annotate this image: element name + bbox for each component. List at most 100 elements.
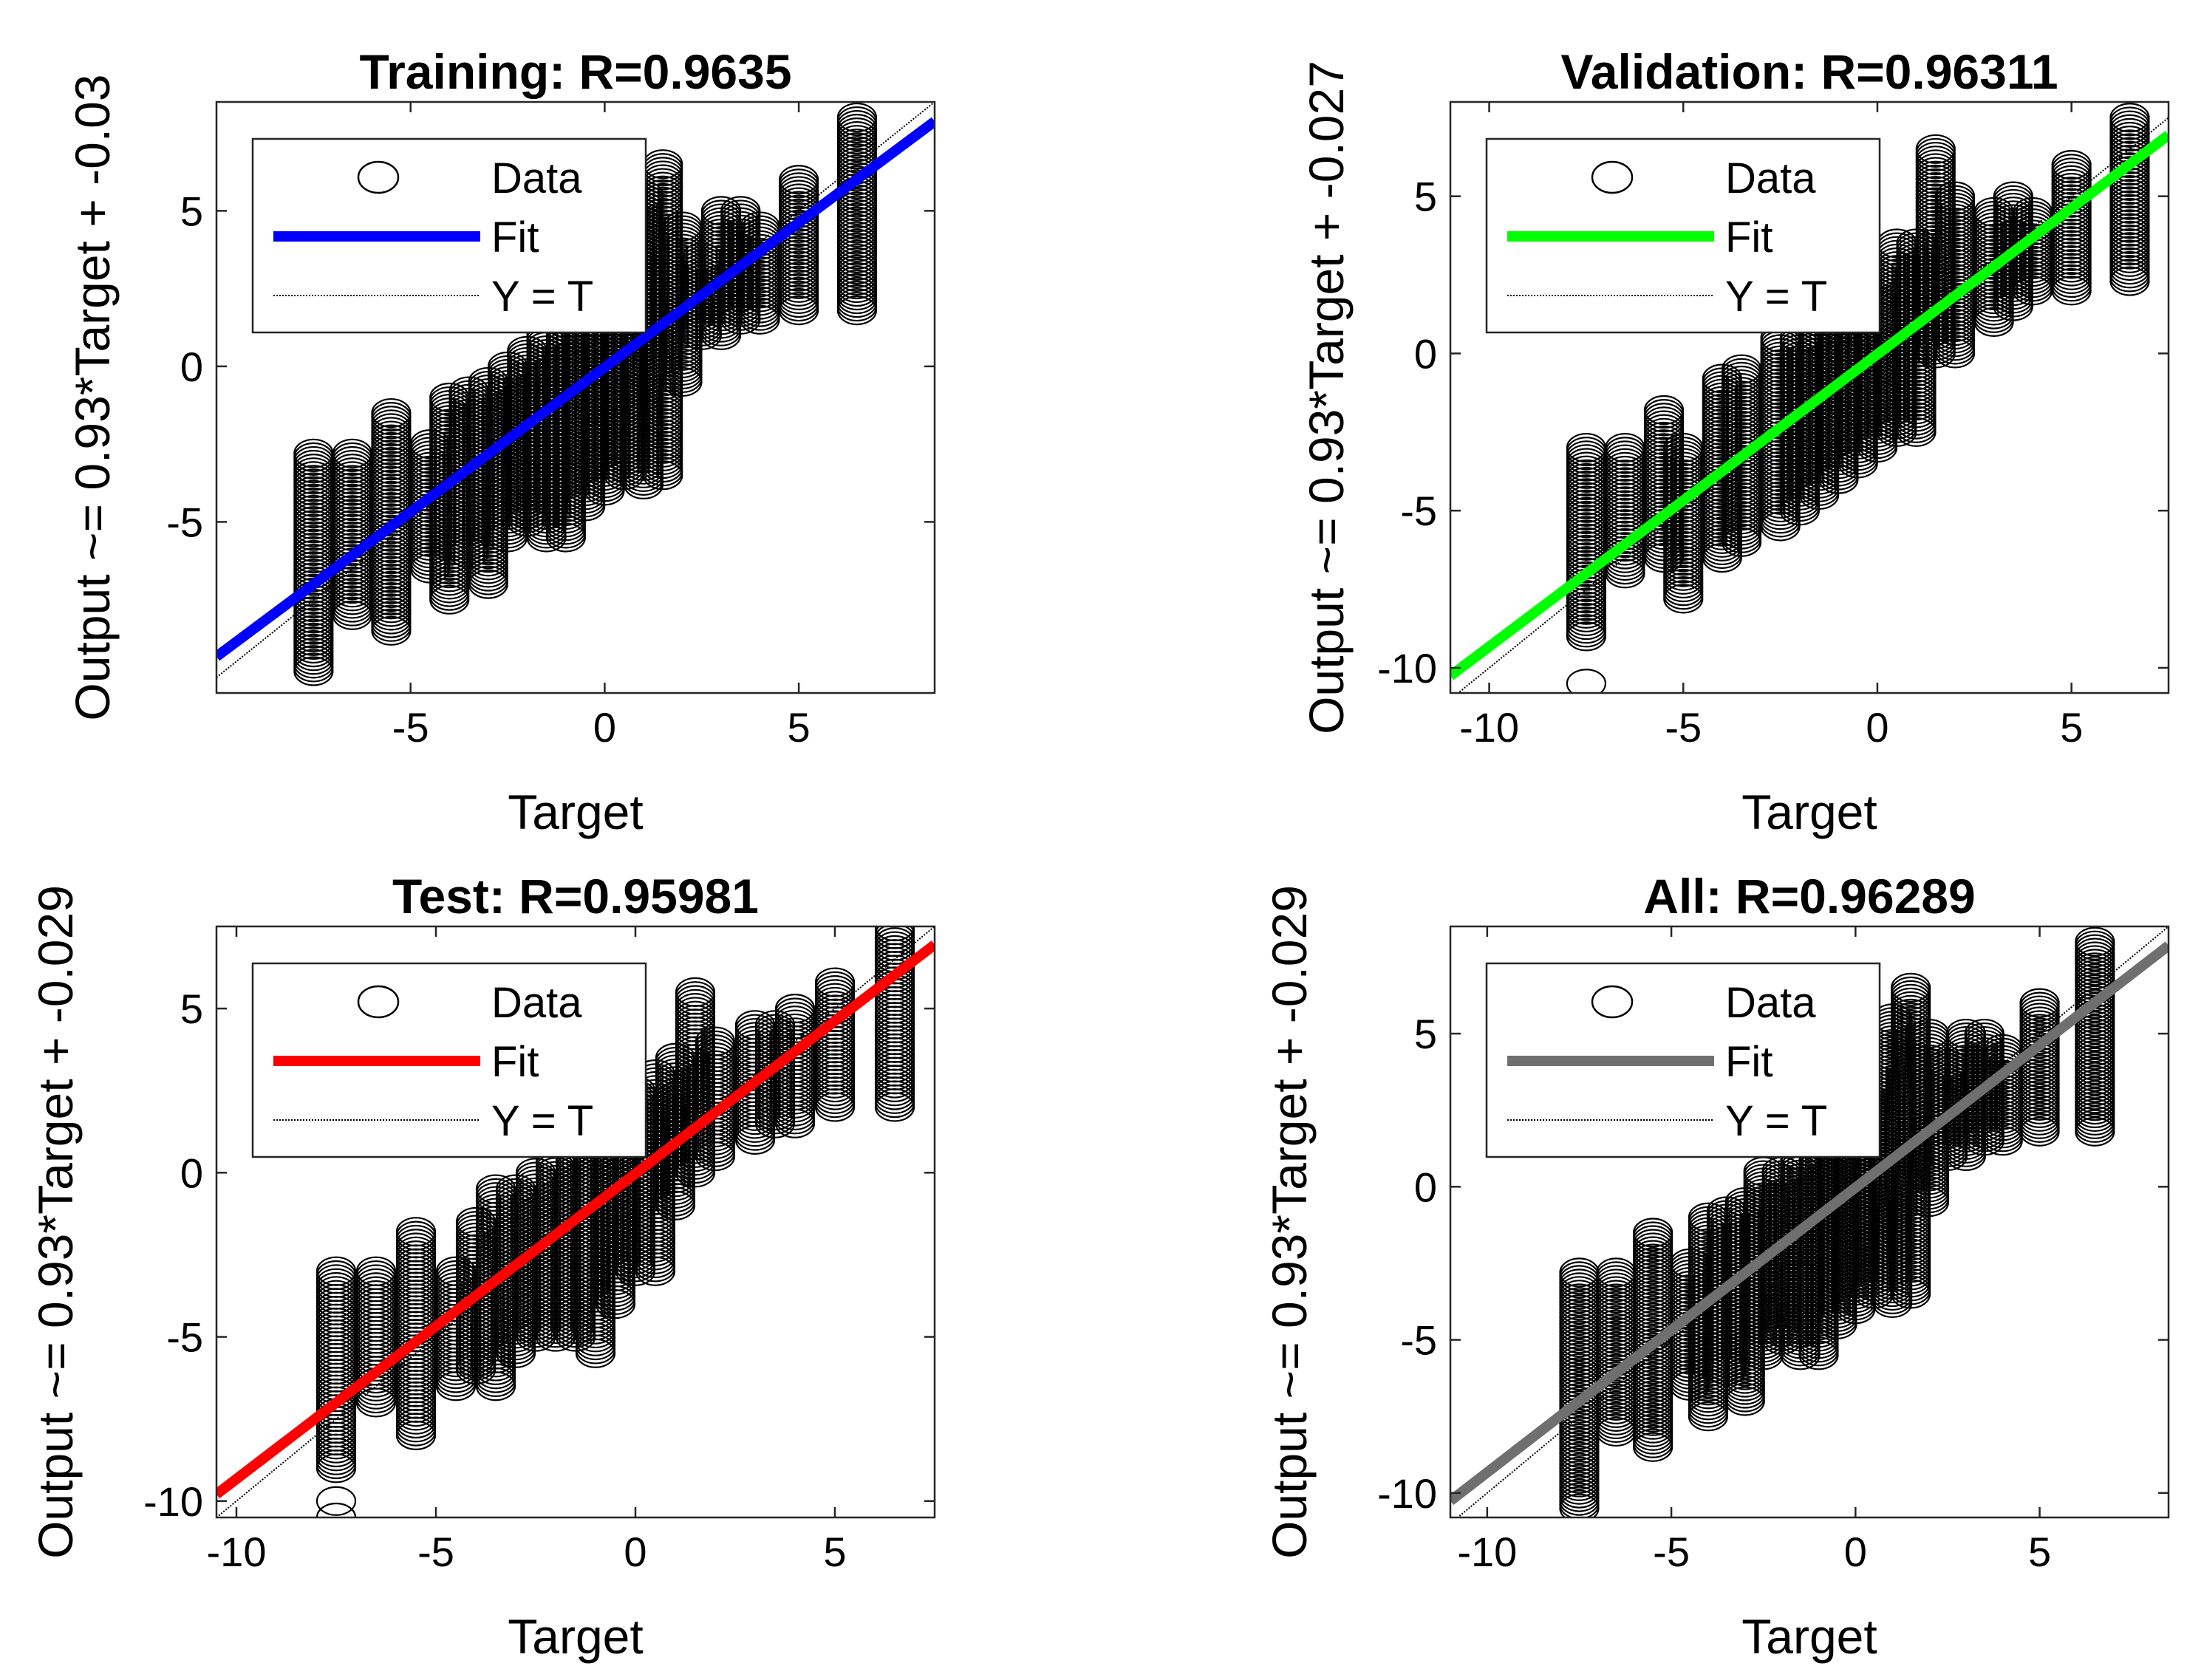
legend: Data Fit Y = T: [251, 962, 647, 1158]
y-axis-label: Output ~= 0.93*Target + -0.029: [28, 885, 83, 1559]
y-tick-label: -5: [1400, 1317, 1437, 1364]
data-point: [734, 1010, 776, 1040]
fit-line: [1450, 131, 2169, 680]
legend-data-marker: [1591, 985, 1634, 1019]
data-point: [1890, 972, 1931, 1003]
data-point: [1633, 1218, 1674, 1248]
data-point: [675, 977, 716, 1007]
data-point: [1908, 1018, 1950, 1049]
legend-entry: Fit: [1725, 1038, 1773, 1086]
data-point: [2051, 150, 2092, 180]
panel-title: Training: R=0.9635: [359, 44, 791, 99]
y-tick-label: -5: [1400, 488, 1437, 534]
data-column: [779, 165, 819, 326]
plot-marks: [216, 102, 935, 686]
y-tick-label: -10: [1377, 1470, 1437, 1517]
legend-entry: Y = T: [491, 273, 593, 321]
data-point: [2075, 926, 2115, 957]
legend: Data Fit Y = T: [1485, 137, 1881, 334]
data-point: [1934, 181, 1976, 211]
y-tick-label: 0: [180, 1150, 203, 1196]
data-column: [355, 1256, 397, 1418]
x-tick-label: 5: [2028, 1529, 2051, 1575]
data-column: [2051, 150, 2092, 306]
data-point: [371, 397, 412, 428]
y-tick-label: 5: [1414, 1011, 1437, 1057]
y-tick-label: 5: [180, 188, 203, 234]
y-axis-label: Output ~= 0.93*Target + -0.029: [1262, 885, 1317, 1559]
panel-title: Test: R=0.95981: [392, 869, 759, 923]
axis-ticks: -10 -5 0 5 -10 -5 0 5: [1377, 102, 2169, 751]
data-point: [814, 967, 856, 997]
legend-entry: Fit: [491, 1038, 539, 1086]
x-tick-label: 0: [624, 1529, 646, 1575]
all-regression-panel: -10 -5 0 5 -10 -5 0 5 All: R=0.96289 Target Out…: [1262, 869, 2170, 1664]
x-tick-label: 5: [788, 704, 811, 751]
plot-marks: [216, 926, 935, 1517]
data-point: [355, 1256, 397, 1286]
x-axis-label: Target: [1741, 1609, 1877, 1664]
legend-entry: Fit: [491, 214, 539, 262]
panel-title: All: R=0.96289: [1643, 869, 1975, 923]
data-point: [1566, 669, 1606, 693]
legend: Data Fit Y = T: [1485, 962, 1881, 1158]
x-tick-label: -5: [417, 1529, 454, 1575]
x-tick-label: 0: [1866, 704, 1889, 751]
y-tick-label: 0: [1414, 1164, 1437, 1210]
legend-entry: Data: [1725, 979, 1816, 1027]
legend-entry: Y = T: [1725, 273, 1827, 321]
plot-marks: [1450, 926, 2169, 1517]
y-tick-label: -5: [166, 1314, 203, 1361]
x-tick-label: 5: [823, 1529, 846, 1575]
legend-data-marker: [357, 985, 400, 1019]
fit-line: [216, 940, 935, 1499]
data-point: [475, 1174, 516, 1204]
data-point: [779, 165, 819, 195]
data-column: [2075, 926, 2115, 1147]
legend-entry: Data: [491, 154, 582, 202]
y-tick-label: 0: [1414, 330, 1437, 377]
x-tick-label: 0: [1844, 1529, 1867, 1575]
y-tick-label: 5: [180, 986, 203, 1032]
x-tick-label: -10: [1457, 1529, 1517, 1575]
axis-ticks: -5 0 5 -5 0 5: [166, 102, 935, 751]
x-axis-label: Target: [1741, 785, 1877, 839]
axis-ticks: -10 -5 0 5 -10 -5 0 5: [1377, 926, 2169, 1575]
legend-entry: Y = T: [491, 1097, 593, 1145]
data-column: [874, 926, 915, 1122]
x-tick-label: -5: [1665, 704, 1702, 751]
legend-data-marker: [1591, 160, 1634, 194]
x-tick-label: -5: [392, 704, 429, 751]
data-point: [315, 1486, 357, 1516]
legend-entry: Y = T: [1725, 1097, 1827, 1145]
data-point: [2109, 103, 2150, 133]
data-point: [695, 1026, 736, 1056]
x-tick-label: 0: [593, 704, 616, 751]
legend-data-marker: [357, 160, 400, 194]
x-tick-label: 5: [2060, 704, 2083, 751]
data-column: [836, 102, 878, 326]
data-point: [1559, 1257, 1600, 1288]
axes-frame: [215, 925, 936, 1519]
y-tick-label: 5: [1414, 174, 1437, 220]
y-tick-label: 0: [180, 344, 203, 390]
test-regression-panel: -10 -5 0 5 -10 -5 0 5 Test: R=0.95981 Target Ou…: [28, 869, 936, 1664]
data-point: [395, 1217, 437, 1247]
legend-entry: Fit: [1725, 214, 1773, 262]
y-axis-label: Output ~= 0.93*Target + -0.03: [65, 74, 120, 720]
data-point: [874, 926, 915, 942]
plot-marks: [1450, 103, 2169, 693]
validation-regression-panel: -10 -5 0 5 -10 -5 0 5 Validation: R=0.96311 Tar…: [1299, 44, 2170, 839]
legend-entry: Data: [491, 979, 582, 1027]
x-tick-label: -5: [1653, 1529, 1690, 1575]
data-point: [2019, 988, 2060, 1018]
y-axis-label: Output ~= 0.93*Target + -0.027: [1299, 61, 1354, 734]
fit-line: [1450, 941, 2169, 1506]
axes-frame: [1449, 925, 2170, 1519]
data-column: [1605, 432, 1645, 589]
data-point: [774, 994, 816, 1024]
fit-line: [216, 117, 935, 661]
x-tick-label: -10: [1459, 704, 1519, 751]
x-axis-label: Target: [508, 1609, 643, 1664]
legend: Data Fit Y = T: [251, 137, 647, 334]
